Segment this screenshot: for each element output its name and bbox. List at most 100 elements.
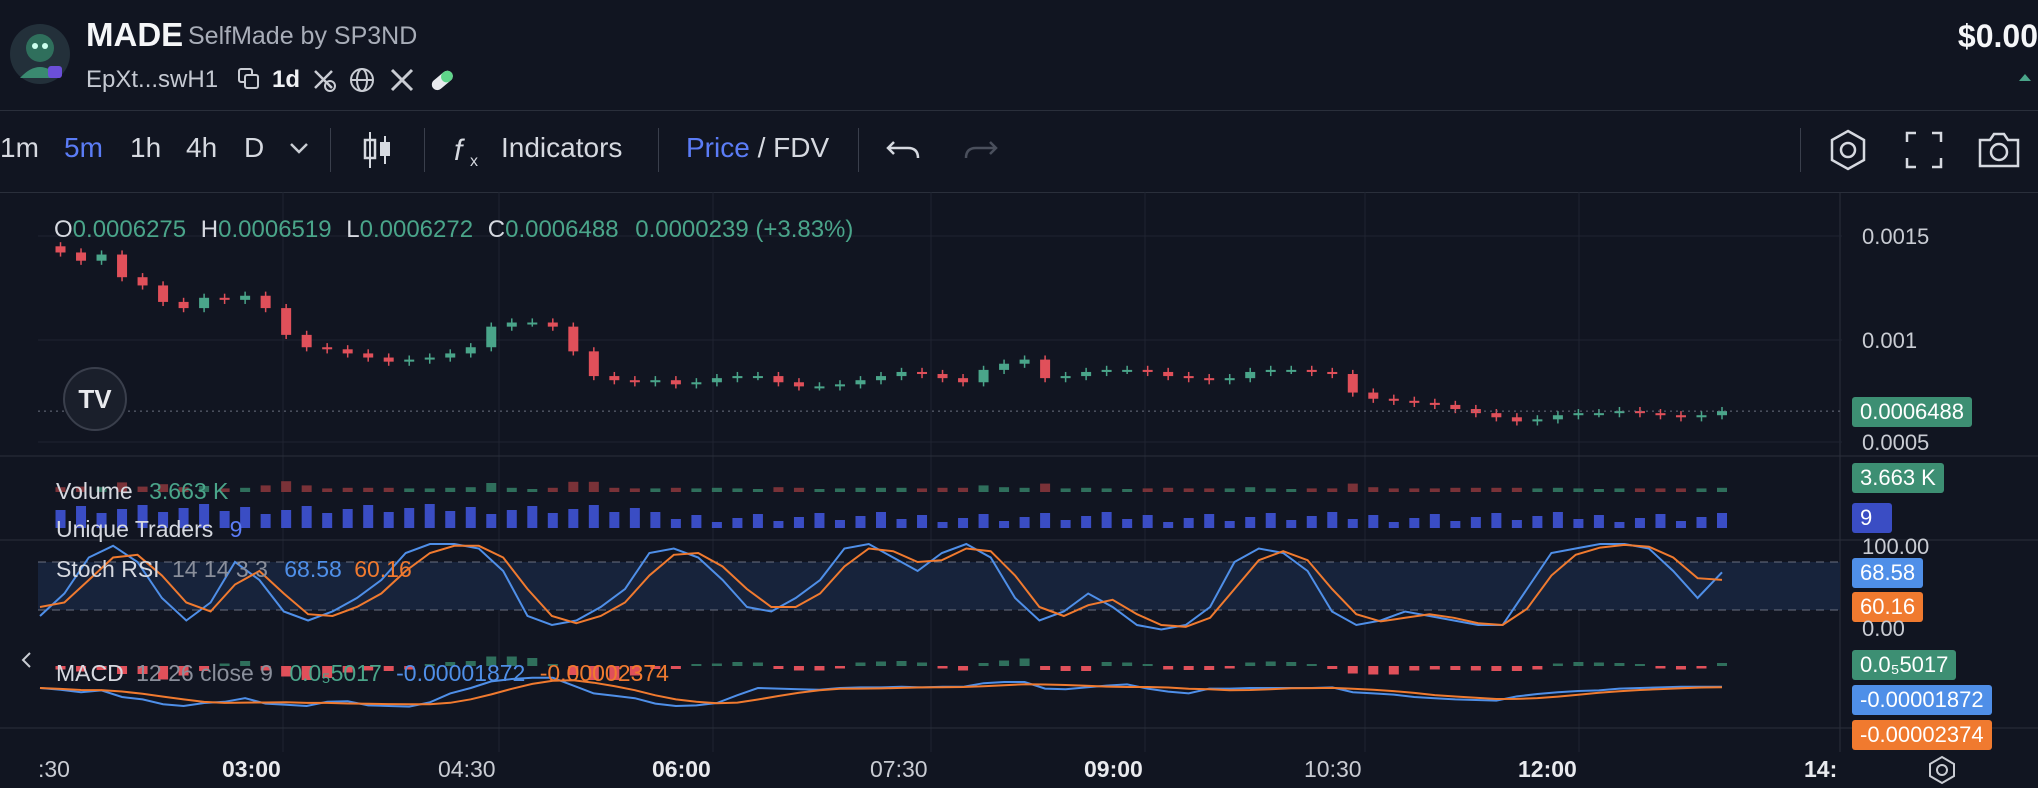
interval-d[interactable]: D bbox=[244, 132, 265, 163]
traders-bar bbox=[773, 521, 784, 528]
close-label: C bbox=[487, 216, 506, 243]
volume-bar bbox=[670, 487, 681, 492]
volume-bar bbox=[96, 487, 107, 492]
traders-bar bbox=[527, 506, 538, 528]
volume-bar bbox=[978, 485, 989, 492]
candle-body bbox=[363, 353, 374, 358]
candle-body bbox=[506, 322, 517, 327]
candle-body bbox=[691, 382, 702, 385]
candles bbox=[38, 242, 1840, 426]
macd-hist-bar bbox=[752, 662, 763, 666]
volume-bar bbox=[814, 489, 825, 492]
interval-5m[interactable]: 5m bbox=[64, 132, 103, 163]
macd-hist-bar bbox=[793, 666, 804, 671]
volume-bars bbox=[55, 481, 1727, 492]
traders-bar bbox=[1450, 521, 1461, 528]
copy-icon[interactable] bbox=[236, 66, 262, 92]
price-option[interactable]: Price bbox=[686, 132, 750, 163]
macd-hist-bar bbox=[55, 666, 66, 670]
candle-style-icon[interactable] bbox=[360, 128, 394, 172]
macd-hist-bar bbox=[609, 666, 620, 680]
fdv-option[interactable]: / FDV bbox=[749, 132, 830, 163]
volume-bar bbox=[896, 487, 907, 492]
volume-bar bbox=[609, 487, 620, 492]
candle-body bbox=[76, 252, 87, 261]
traders-bar bbox=[711, 522, 722, 528]
stoch-pane bbox=[38, 542, 1840, 631]
volume-bar bbox=[917, 488, 928, 492]
candle-body bbox=[1675, 415, 1686, 418]
volume-bar bbox=[342, 487, 353, 492]
pump-icon[interactable] bbox=[310, 66, 338, 94]
macd-hist-bar bbox=[1019, 658, 1030, 666]
volume-bar bbox=[1347, 483, 1358, 492]
macd-hist-bar bbox=[1101, 662, 1112, 666]
undo-icon[interactable] bbox=[886, 134, 922, 164]
candle-body bbox=[629, 380, 640, 383]
tradingview-logo-icon[interactable]: TV bbox=[62, 366, 128, 432]
function-icon[interactable]: f x bbox=[452, 130, 488, 170]
traders-bar bbox=[999, 521, 1010, 528]
macd-hist-bar bbox=[1245, 662, 1256, 666]
traders-bar bbox=[876, 512, 886, 528]
camera-icon[interactable] bbox=[1976, 128, 2022, 170]
axis-settings-icon[interactable] bbox=[1926, 754, 1958, 786]
indicators-button[interactable]: Indicators bbox=[501, 132, 623, 163]
candle-body bbox=[1470, 409, 1481, 414]
x-twitter-icon[interactable] bbox=[388, 66, 416, 94]
candle-body bbox=[1265, 369, 1276, 372]
price-chart[interactable] bbox=[0, 192, 2038, 788]
redo-icon[interactable] bbox=[962, 134, 998, 164]
candle-body bbox=[322, 347, 333, 350]
interval-1h[interactable]: 1h bbox=[130, 132, 162, 163]
macd-signal-badge: -0.00002374 bbox=[1852, 720, 1992, 750]
candle-body bbox=[1081, 371, 1092, 377]
macd-hist-bar bbox=[1142, 664, 1153, 666]
volume-bar bbox=[1409, 488, 1420, 492]
traders-bar bbox=[1204, 514, 1215, 528]
volume-bar bbox=[1450, 487, 1461, 492]
traders-bar bbox=[834, 520, 845, 528]
candle-body bbox=[650, 380, 661, 383]
volume-bar bbox=[1101, 488, 1112, 492]
macd-hist-bar bbox=[322, 666, 333, 678]
change-value: 0.0000239 (+3.83%) bbox=[635, 216, 854, 243]
pill-icon[interactable] bbox=[428, 66, 456, 94]
settings-icon[interactable] bbox=[1826, 128, 1870, 172]
fullscreen-icon[interactable] bbox=[1904, 130, 1944, 170]
macd-hist-bar bbox=[1675, 666, 1686, 670]
volume-badge: 3.663 K bbox=[1852, 463, 1944, 493]
token-price: $0.00 bbox=[1957, 18, 2038, 54]
time-label: :30 bbox=[38, 756, 70, 782]
macd-pane bbox=[39, 656, 1727, 708]
traders-bar bbox=[240, 507, 251, 528]
token-address[interactable]: EpXt...swH1 bbox=[86, 66, 219, 93]
macd-hist-bar bbox=[424, 664, 435, 666]
candle-body bbox=[404, 359, 415, 362]
volume-bar bbox=[486, 483, 497, 492]
traders-value: 9 bbox=[229, 516, 243, 542]
macd-params: 12 26 close 9 bbox=[136, 660, 273, 686]
macd-hist-bar bbox=[96, 666, 107, 670]
traders-bar bbox=[322, 513, 333, 528]
chevron-down-icon[interactable] bbox=[288, 140, 310, 156]
time-label: 10:30 bbox=[1304, 756, 1362, 782]
volume-bar bbox=[322, 488, 333, 492]
globe-icon[interactable] bbox=[348, 66, 376, 94]
macd-hist-bar bbox=[363, 666, 374, 671]
collapse-arrow-icon[interactable] bbox=[20, 650, 34, 670]
interval-4h[interactable]: 4h bbox=[186, 132, 218, 163]
price-fdv-toggle[interactable]: Price / FDV bbox=[686, 132, 829, 164]
macd-hist-bar bbox=[588, 666, 599, 680]
interval-1m[interactable]: 1m bbox=[0, 132, 39, 163]
time-label: 06:00 bbox=[652, 756, 711, 782]
traders-bar bbox=[1696, 517, 1707, 528]
time-label: 03:00 bbox=[222, 756, 281, 782]
volume-bar bbox=[1388, 488, 1399, 492]
traders-bar bbox=[978, 514, 989, 528]
macd-hist-bar bbox=[158, 666, 169, 680]
traders-bar bbox=[588, 505, 599, 528]
macd-hist-bar bbox=[1081, 666, 1092, 671]
candle-body bbox=[240, 295, 251, 300]
traders-bar bbox=[732, 518, 743, 528]
